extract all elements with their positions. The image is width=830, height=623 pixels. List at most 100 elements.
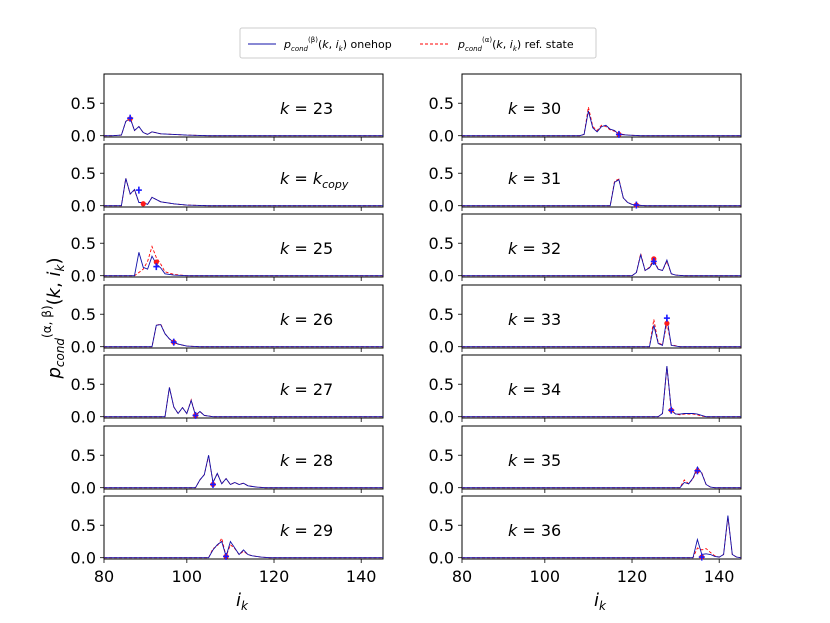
y-axis-label: pcond(α, β)(k, ik) <box>40 257 67 379</box>
marker-ref <box>153 259 159 265</box>
series-onehop-line <box>104 252 383 277</box>
panel-frame <box>103 73 384 138</box>
panels-group: 0.00.5 k = 230.00.5 k = 300.00.5 k = kcopy0… <box>71 73 742 586</box>
y-tick-label: 0.5 <box>71 234 96 253</box>
panel-label: k = 26 <box>280 310 333 329</box>
panel-k-28: 0.0 0.5 k = 28 <box>71 425 384 498</box>
y-tick-label: 0.0 <box>71 408 96 427</box>
panel-frame <box>461 143 742 208</box>
panel-frame <box>461 354 742 419</box>
y-tick-label: 0.0 <box>429 197 454 216</box>
y-tick-label: 0.5 <box>71 516 96 535</box>
panel-label: k = 35 <box>508 451 561 470</box>
panel-k-32: 0.0 0.5 k = 32 <box>429 213 742 286</box>
series-onehop-line <box>104 117 383 137</box>
series-ref-line <box>462 107 741 137</box>
panel-label: k = kcopy <box>280 169 349 191</box>
panel-label: k = 36 <box>508 521 561 540</box>
y-tick-label: 0.5 <box>71 375 96 394</box>
x-tick-label: 100 <box>172 567 203 586</box>
panel-k-k_copy: 0.0 0.5 k = kcopy <box>71 143 384 216</box>
panel-frame <box>103 354 384 419</box>
x-tick-label: 100 <box>530 567 561 586</box>
panel-k-33: 0.0 0.5 k = 33 <box>429 284 742 357</box>
y-tick-label: 0.5 <box>71 305 96 324</box>
y-tick-label: 0.0 <box>71 549 96 568</box>
series-onehop-line <box>104 540 383 559</box>
panel-label: k = 25 <box>280 239 333 258</box>
series-onehop-line <box>104 387 383 418</box>
panel-k-30: 0.0 0.5 k = 30 <box>429 73 742 146</box>
series-onehop-line <box>462 515 742 559</box>
series-ref-line <box>104 387 383 418</box>
panel-label: k = 33 <box>508 310 561 329</box>
series-onehop-line <box>462 365 741 418</box>
marker-ref <box>664 320 670 326</box>
panel-frame <box>461 213 742 278</box>
panel-k-25: 0.0 0.5 k = 25 <box>71 213 384 286</box>
series-ref-line <box>462 319 741 348</box>
y-tick-label: 0.5 <box>429 305 454 324</box>
y-tick-label: 0.5 <box>71 446 96 465</box>
panel-k-35: 0.0 0.5 k = 35 <box>429 425 742 498</box>
marker-ref <box>140 201 146 207</box>
legend-frame <box>239 27 597 59</box>
panel-frame <box>461 73 742 138</box>
panel-label: k = 31 <box>508 169 561 188</box>
panel-frame <box>103 495 384 560</box>
panel-k-27: 0.0 0.5 k = 27 <box>71 354 384 427</box>
panel-label: k = 28 <box>280 451 333 470</box>
y-tick-label: 0.0 <box>71 479 96 498</box>
y-tick-label: 0.5 <box>71 94 96 113</box>
series-onehop-line <box>104 455 383 489</box>
y-tick-label: 0.0 <box>429 479 454 498</box>
x-tick-label: 140 <box>704 567 735 586</box>
panel-frame <box>461 425 742 490</box>
legend: pcond(β)(k, ik) onehop pcond(α)(k, ik) r… <box>239 27 597 59</box>
y-tick-label: 0.5 <box>429 94 454 113</box>
series-ref-line <box>462 178 741 207</box>
panel-label: k = 32 <box>508 239 561 258</box>
y-tick-label: 0.0 <box>429 549 454 568</box>
y-tick-label: 0.0 <box>71 267 96 286</box>
panel-k-26: 0.0 0.5 k = 26 <box>71 284 384 357</box>
y-tick-label: 0.5 <box>429 375 454 394</box>
y-tick-label: 0.5 <box>71 164 96 183</box>
series-ref-line <box>104 536 383 559</box>
series-onehop-line <box>104 324 383 348</box>
panel-frame <box>103 213 384 278</box>
panel-frame <box>103 284 384 349</box>
x-tick-label: 80 <box>94 567 114 586</box>
panel-k-36: 0.0 0.5 80 100 120 140 k = 36 <box>429 495 742 586</box>
panel-label: k = 27 <box>280 380 333 399</box>
panel-label: k = 30 <box>508 99 561 118</box>
panel-k-34: 0.0 0.5 k = 34 <box>429 354 742 427</box>
series-onehop-line <box>462 253 741 277</box>
panel-k-23: 0.0 0.5 k = 23 <box>71 73 384 146</box>
series-onehop-line <box>462 465 741 489</box>
panel-frame <box>103 425 384 490</box>
y-tick-label: 0.0 <box>429 338 454 357</box>
panel-label: k = 23 <box>280 99 333 118</box>
panel-frame <box>461 495 742 560</box>
series-onehop-line <box>462 178 741 207</box>
panel-k-31: 0.0 0.5 k = 31 <box>429 143 742 216</box>
y-tick-label: 0.5 <box>429 516 454 535</box>
x-tick-label: 140 <box>346 567 377 586</box>
x-tick-label: 120 <box>259 567 290 586</box>
y-tick-label: 0.0 <box>71 197 96 216</box>
y-tick-label: 0.5 <box>429 234 454 253</box>
x-axis-label-right: ik <box>594 590 607 613</box>
series-onehop-line <box>462 318 741 348</box>
series-ref-line <box>462 366 741 418</box>
x-tick-label: 120 <box>617 567 648 586</box>
x-axis-label-left: ik <box>236 590 249 613</box>
series-ref-line <box>462 253 741 277</box>
y-tick-label: 0.0 <box>71 338 96 357</box>
y-tick-label: 0.0 <box>429 127 454 146</box>
series-ref-line <box>104 245 383 277</box>
series-onehop-line <box>462 110 741 137</box>
y-tick-label: 0.5 <box>429 446 454 465</box>
panel-frame <box>461 284 742 349</box>
